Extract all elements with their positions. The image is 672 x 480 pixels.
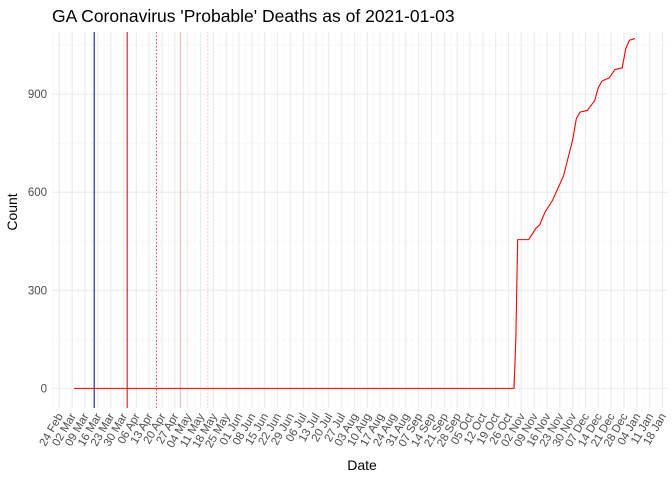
grid bbox=[52, 32, 668, 408]
y-tick-label: 300 bbox=[28, 285, 47, 297]
y-tick-label: 600 bbox=[28, 187, 47, 199]
reference-lines bbox=[93, 32, 209, 408]
series-layer bbox=[74, 38, 636, 389]
series-line bbox=[74, 38, 636, 389]
y-axis-title: Count bbox=[4, 193, 20, 230]
y-tick-label: 900 bbox=[28, 89, 47, 101]
y-tick-label: 0 bbox=[41, 383, 47, 395]
chart-title: GA Coronavirus 'Probable' Deaths as of 2… bbox=[52, 6, 455, 26]
y-axis-ticks: 0 300 600 900 bbox=[28, 89, 47, 395]
x-axis-title: Date bbox=[347, 457, 377, 473]
